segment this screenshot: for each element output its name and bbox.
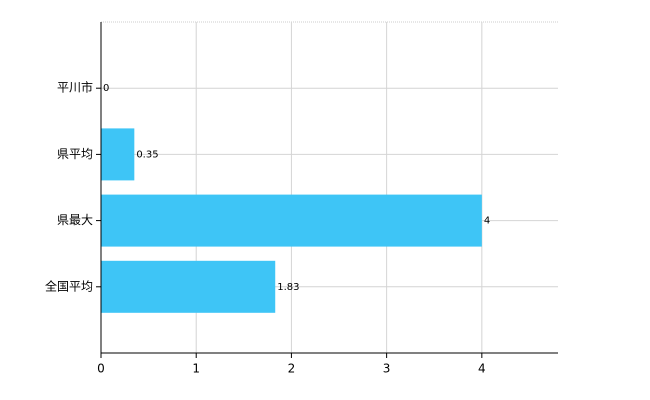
x-tick-label: 3: [383, 362, 391, 376]
y-tick-label: 全国平均: [45, 278, 93, 293]
bar: [101, 128, 135, 181]
y-tick-label: 県平均: [57, 147, 93, 161]
bar: [101, 260, 276, 313]
x-tick-label: 1: [192, 362, 200, 376]
x-tick-label: 0: [97, 362, 105, 376]
x-tick-label: 4: [478, 362, 486, 376]
x-tick-label: 2: [288, 362, 296, 376]
y-tick-label: 県最大: [57, 213, 93, 227]
y-tick-label: 平川市: [57, 80, 93, 95]
value-label: 4: [484, 216, 490, 227]
bar: [101, 194, 482, 247]
value-label: 0.35: [136, 149, 158, 160]
value-label: 0: [103, 83, 109, 94]
value-label: 1.83: [277, 282, 299, 293]
